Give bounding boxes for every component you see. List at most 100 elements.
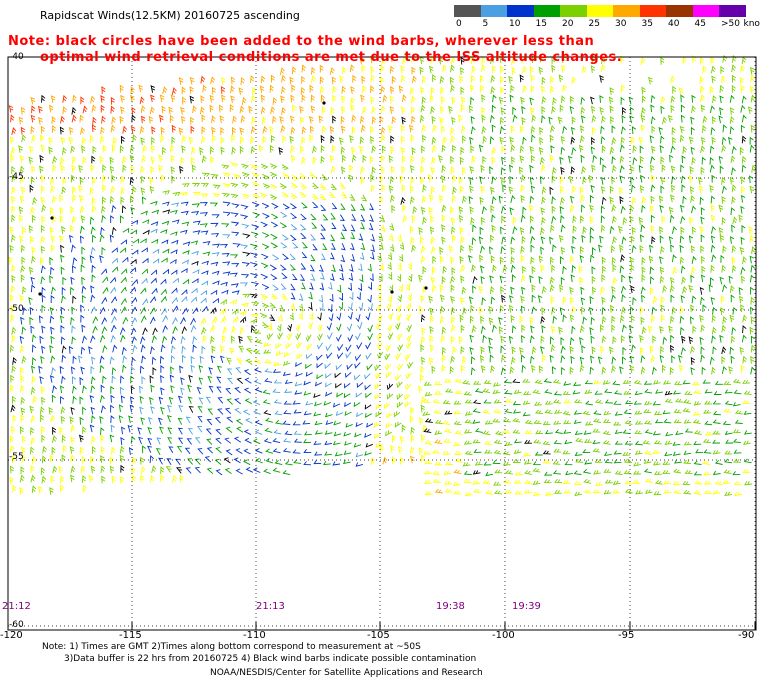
wind-barb: [541, 106, 546, 115]
wind-barb: [542, 354, 547, 363]
wind-barb: [579, 276, 584, 285]
wind-barb: [99, 364, 105, 373]
wind-barb: [391, 204, 396, 213]
wind-barb: [411, 244, 417, 253]
wind-barb: [740, 104, 746, 113]
wind-barb: [591, 136, 596, 145]
wind-barb: [254, 338, 263, 344]
wind-barb: [631, 126, 637, 135]
wind-barb: [245, 467, 253, 473]
wind-barb: [70, 366, 76, 375]
wind-barb: [700, 296, 705, 305]
wind-barb: [454, 389, 463, 395]
wind-barb: [79, 225, 85, 234]
wind-barb: [245, 358, 253, 365]
wind-barb: [40, 144, 46, 153]
wind-barb: [748, 226, 753, 234]
wind-barb: [459, 226, 464, 235]
wind-barb: [691, 205, 697, 214]
wind-barb: [439, 315, 445, 324]
wind-barb: [741, 224, 746, 233]
wind-barb: [631, 244, 637, 253]
wind-barb: [700, 354, 705, 363]
wind-barb: [338, 264, 344, 272]
wind-barb: [322, 460, 331, 466]
wind-barb: [474, 388, 483, 393]
wind-barb: [441, 276, 446, 285]
wind-barb: [131, 185, 137, 194]
wind-barb: [244, 398, 252, 405]
wind-barb: [291, 66, 297, 75]
wind-barb: [530, 185, 536, 194]
wind-barb: [71, 114, 77, 123]
wind-barb: [711, 116, 717, 125]
wind-barb: [628, 335, 634, 343]
wind-barb: [220, 77, 226, 85]
wind-barb: [449, 365, 454, 374]
wind-barb: [41, 434, 46, 443]
wind-barb: [542, 421, 551, 426]
wind-barb: [732, 378, 741, 384]
wind-barb: [743, 430, 752, 435]
wind-barb: [482, 388, 491, 394]
wind-barb: [88, 474, 94, 483]
wind-barb: [594, 458, 603, 463]
wind-barb: [120, 276, 127, 284]
wind-barb: [231, 290, 240, 295]
wind-barb: [428, 295, 433, 304]
wind-barb: [519, 315, 524, 324]
wind-barb: [262, 389, 271, 395]
wind-barb: [539, 156, 545, 165]
wind-barb: [212, 243, 221, 248]
wind-barb: [463, 478, 472, 483]
wind-barb: [450, 324, 456, 333]
wind-barb: [451, 96, 456, 105]
wind-barb: [40, 414, 45, 423]
wind-barb: [30, 235, 35, 244]
map-frame: [7, 56, 757, 631]
wind-barb: [742, 314, 748, 323]
wind-barb: [422, 266, 427, 275]
wind-barb: [319, 303, 324, 312]
wind-barb: [450, 84, 456, 93]
wind-barb: [553, 420, 562, 425]
wind-barb: [734, 409, 743, 415]
wind-barb: [212, 270, 220, 276]
wind-barb: [379, 444, 384, 453]
wind-barb: [260, 163, 269, 170]
wind-barb: [70, 407, 75, 415]
wind-barb: [589, 366, 595, 375]
wind-barb: [573, 381, 581, 387]
wind-barb: [9, 344, 15, 353]
wind-barb: [479, 254, 484, 263]
wind-barb: [659, 355, 665, 363]
wind-barb: [379, 175, 384, 184]
wind-barb: [622, 216, 628, 225]
wind-barb: [521, 105, 526, 114]
wind-barb: [112, 344, 118, 353]
wind-barb: [422, 134, 427, 143]
wind-barb: [620, 205, 626, 214]
wind-barb: [8, 105, 14, 113]
wind-barb: [303, 380, 311, 386]
wind-barb: [458, 214, 464, 223]
wind-barb: [721, 176, 726, 185]
wind-barb: [500, 107, 506, 115]
wind-barb: [629, 215, 634, 224]
wind-barb: [301, 75, 306, 84]
wind-barb: [508, 186, 514, 195]
wind-barb: [704, 420, 713, 426]
wind-barb: [147, 437, 153, 446]
wind-barb: [229, 299, 238, 305]
wind-barb: [20, 396, 26, 405]
wind-barb: [377, 351, 384, 359]
wind-barb: [552, 366, 557, 375]
wind-barb: [409, 415, 414, 424]
wind-barb: [669, 284, 675, 293]
wind-barb: [389, 106, 395, 114]
wind-barb: [42, 445, 47, 454]
wind-barb: [723, 380, 732, 386]
wind-barb: [680, 215, 686, 224]
wind-barb: [579, 364, 585, 373]
wind-barb: [190, 296, 198, 303]
